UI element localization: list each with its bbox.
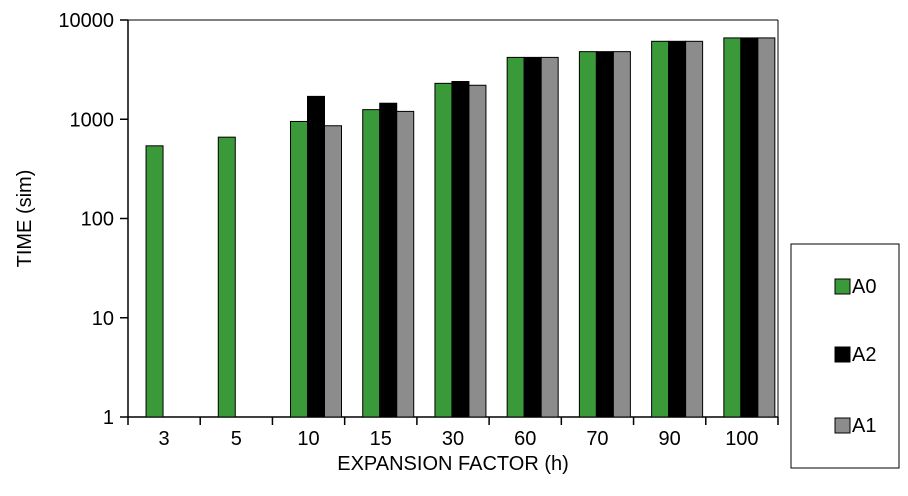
legend-swatch-a2: [834, 346, 851, 363]
bar-a0: [217, 136, 236, 418]
bar-a0: [290, 120, 308, 418]
bar-a0: [723, 37, 742, 418]
x-tick-label: 10: [297, 428, 319, 450]
bar-a0: [651, 40, 670, 418]
x-ticks: 3 5 10 15 30 60 70 90 100: [127, 417, 779, 450]
bar-a2: [740, 37, 759, 418]
x-tick-label: 5: [231, 428, 242, 450]
x-tick-label: 90: [659, 428, 681, 450]
bar-a1: [757, 37, 776, 418]
bar-a1: [396, 110, 415, 418]
bar-a1: [685, 40, 704, 418]
legend-label-a2: A2: [852, 344, 876, 366]
legend: A0 A2 A1: [790, 243, 900, 469]
y-tick-label: 1000: [70, 109, 115, 131]
bar-a0: [145, 145, 164, 418]
plot-area: [128, 19, 779, 417]
x-tick-label: 100: [725, 428, 758, 450]
x-tick-label: 15: [370, 428, 392, 450]
bar-a2: [668, 40, 687, 418]
y-tick-label: 10000: [58, 10, 114, 32]
x-tick-label: 60: [514, 428, 536, 450]
bar-a0: [578, 51, 597, 418]
x-tick-label: 3: [159, 428, 170, 450]
bar-a1: [612, 51, 631, 418]
y-axis-title: TIME (sim): [14, 170, 36, 268]
bar-a0: [362, 109, 381, 418]
bars: [145, 37, 776, 418]
legend-swatch-a0: [834, 278, 851, 295]
x-tick-label: 30: [442, 428, 464, 450]
x-axis-title: EXPANSION FACTOR (h): [337, 453, 569, 475]
bar-a1: [468, 84, 487, 418]
bar-a2: [595, 51, 614, 418]
legend-label-a1: A1: [852, 415, 876, 437]
bar-a2: [451, 81, 470, 418]
bar-a1: [540, 56, 559, 418]
y-ticks: 1 10 100 1000 10000: [58, 10, 128, 429]
y-tick-label: 1: [103, 407, 114, 429]
legend-swatch-a1: [834, 417, 851, 434]
bar-a0: [434, 82, 453, 418]
bar-a0: [506, 56, 525, 418]
bar-a2: [379, 102, 398, 418]
legend-label-a0: A0: [852, 276, 876, 298]
bar-a2: [523, 56, 542, 418]
bar-a1: [324, 125, 342, 418]
x-tick-label: 70: [586, 428, 608, 450]
bar-a2: [307, 95, 325, 418]
y-tick-label: 100: [81, 209, 114, 231]
y-tick-label: 10: [92, 308, 114, 330]
